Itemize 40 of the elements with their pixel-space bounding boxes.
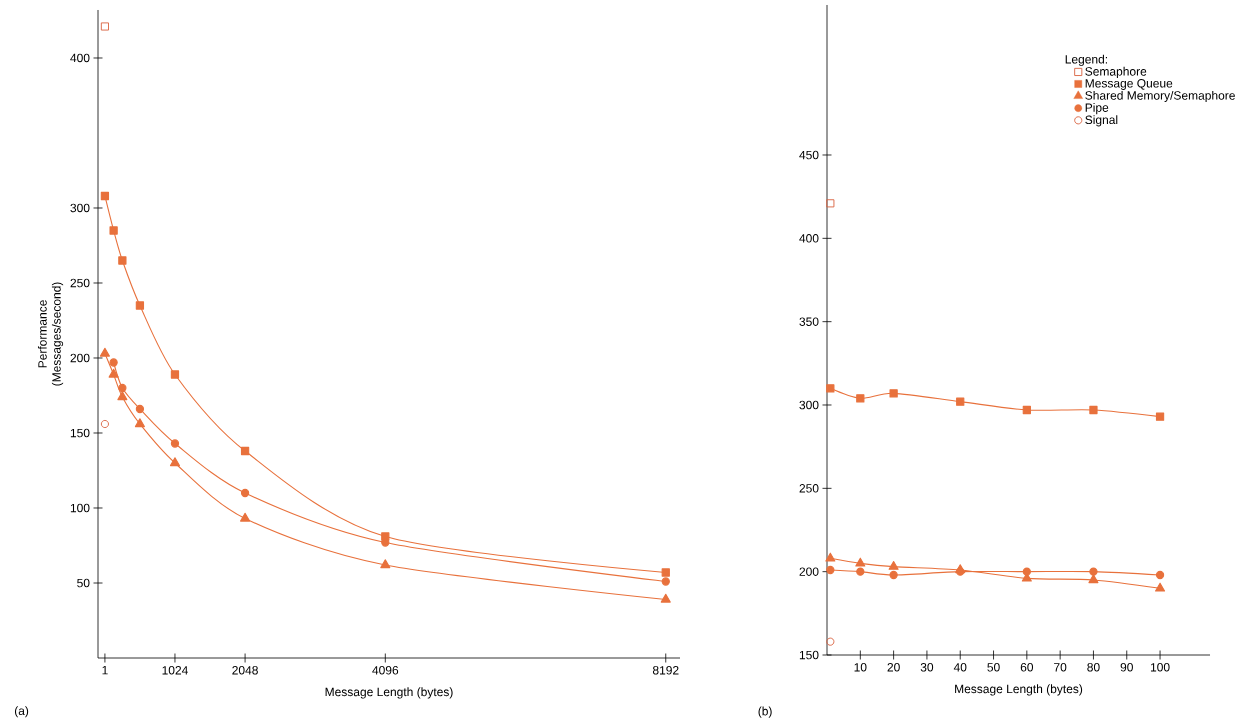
y-tick-label: 250 <box>799 484 819 493</box>
legend-label: Pipe <box>1085 103 1109 115</box>
y-tick-label: 300 <box>799 400 819 410</box>
x-tick-label: 80 <box>1087 663 1100 672</box>
y-tick-label: 450 <box>799 150 819 160</box>
y-tick-label: 400 <box>70 53 90 63</box>
y-tick-label: 350 <box>799 317 819 326</box>
y-tick-label: 300 <box>70 203 90 213</box>
x-axis-title: Message Length (bytes) <box>955 684 1083 696</box>
x-tick-label: 4096 <box>372 666 399 675</box>
legend-label: Shared Memory/Semaphore <box>1085 90 1235 103</box>
legend-label: Message Queue <box>1085 79 1173 90</box>
x-tick-label: 2048 <box>232 666 258 675</box>
x-tick-label: 8192 <box>652 666 679 675</box>
y-tick-label: 200 <box>70 353 90 363</box>
x-tick-label: 50 <box>987 663 1000 672</box>
x-tick-label: 90 <box>1120 663 1133 672</box>
x-tick-label: 70 <box>1054 663 1067 672</box>
x-tick-label: 10 <box>854 663 867 672</box>
y-tick-label: 50 <box>77 578 90 588</box>
x-tick-label: 60 <box>1020 663 1034 672</box>
y-tick-label: 150 <box>799 650 819 660</box>
legend-label: Semaphore <box>1085 66 1147 79</box>
x-tick-label: 30 <box>920 663 934 672</box>
legend-title: Legend: <box>1065 54 1107 66</box>
y-tick-label: 100 <box>70 503 90 513</box>
x-tick-label: 1 <box>102 666 108 675</box>
legend-label: Signal <box>1085 115 1118 127</box>
y-tick-label: 250 <box>70 278 90 288</box>
x-tick-label: 40 <box>953 663 967 672</box>
x-axis-title: Message Length (bytes) <box>325 687 453 699</box>
y-tick-label: 200 <box>799 567 819 576</box>
text: (a) <box>14 706 29 718</box>
y-tick-label: 150 <box>70 428 90 438</box>
x-tick-label: 100 <box>1150 663 1170 672</box>
y-tick-label: 400 <box>799 234 819 243</box>
x-tick-label: 1024 <box>162 666 188 675</box>
x-tick-label: 20 <box>887 663 900 672</box>
y-axis-title: Performance (Messages/second) <box>37 282 64 386</box>
text: (b) <box>758 706 772 718</box>
